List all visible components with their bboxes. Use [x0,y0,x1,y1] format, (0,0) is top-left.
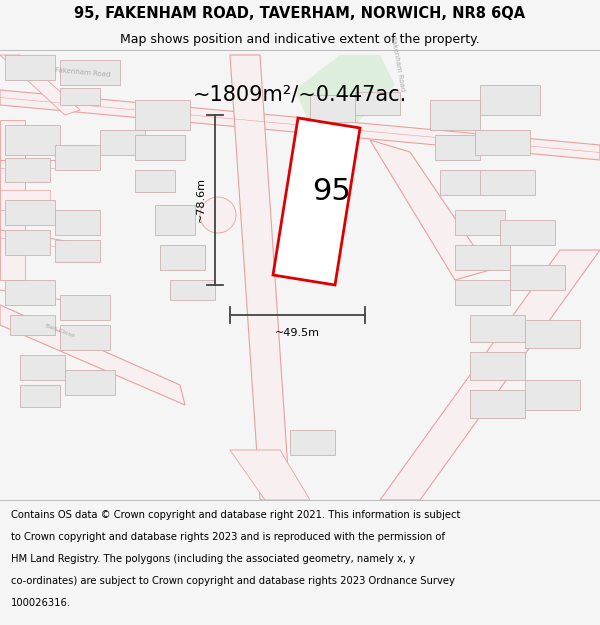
Polygon shape [380,250,600,500]
Text: HM Land Registry. The polygons (including the associated geometry, namely x, y: HM Land Registry. The polygons (includin… [11,554,415,564]
Polygon shape [430,100,480,130]
Polygon shape [60,325,110,350]
Polygon shape [60,295,110,320]
Polygon shape [135,135,185,160]
Text: Fakenham Road: Fakenham Road [55,68,110,78]
Polygon shape [230,450,310,500]
Polygon shape [0,90,600,160]
Polygon shape [525,380,580,410]
Polygon shape [55,210,100,235]
Polygon shape [155,205,195,235]
Text: Contains OS data © Crown copyright and database right 2021. This information is : Contains OS data © Crown copyright and d… [11,510,460,520]
Polygon shape [0,55,80,115]
Polygon shape [273,118,360,285]
Polygon shape [470,315,525,342]
Text: Fakenham Road: Fakenham Road [390,36,406,92]
Polygon shape [230,55,290,500]
Polygon shape [355,92,400,115]
Polygon shape [10,315,55,335]
Text: to Crown copyright and database rights 2023 and is reproduced with the permissio: to Crown copyright and database rights 2… [11,532,445,542]
Polygon shape [60,60,120,85]
Polygon shape [20,355,65,380]
Polygon shape [5,280,55,305]
Text: Bell Close: Bell Close [45,322,76,338]
Polygon shape [290,430,335,455]
Polygon shape [5,55,55,80]
Polygon shape [5,200,55,225]
Polygon shape [100,130,145,155]
Polygon shape [440,170,485,195]
Polygon shape [510,265,565,290]
Polygon shape [295,55,395,125]
Polygon shape [455,280,510,305]
Polygon shape [480,85,540,115]
Polygon shape [525,320,580,348]
Polygon shape [370,140,490,280]
Text: ~1809m²/~0.447ac.: ~1809m²/~0.447ac. [193,85,407,105]
Polygon shape [5,158,50,182]
Polygon shape [65,370,115,395]
Text: 95, FAKENHAM ROAD, TAVERHAM, NORWICH, NR8 6QA: 95, FAKENHAM ROAD, TAVERHAM, NORWICH, NR… [74,6,526,21]
Polygon shape [315,128,355,152]
Text: 95: 95 [312,177,351,206]
Polygon shape [20,385,60,407]
Polygon shape [470,352,525,380]
Text: 100026316.: 100026316. [11,598,71,608]
Polygon shape [0,120,25,280]
Text: ~78.6m: ~78.6m [196,177,206,222]
Polygon shape [0,305,185,405]
Text: ~49.5m: ~49.5m [275,328,320,338]
Polygon shape [470,390,525,418]
Polygon shape [55,240,100,262]
Polygon shape [435,135,480,160]
Polygon shape [55,145,100,170]
Polygon shape [310,95,355,122]
Polygon shape [0,190,50,210]
Polygon shape [480,170,535,195]
Polygon shape [60,88,100,105]
Polygon shape [475,130,530,155]
Polygon shape [135,100,190,130]
Polygon shape [500,220,555,245]
Polygon shape [170,280,215,300]
Polygon shape [5,230,50,255]
Polygon shape [455,210,505,235]
Polygon shape [455,245,510,270]
Circle shape [200,197,236,233]
Polygon shape [5,125,60,155]
Polygon shape [135,170,175,192]
Polygon shape [160,245,205,270]
Text: co-ordinates) are subject to Crown copyright and database rights 2023 Ordnance S: co-ordinates) are subject to Crown copyr… [11,576,455,586]
Text: Map shows position and indicative extent of the property.: Map shows position and indicative extent… [120,32,480,46]
